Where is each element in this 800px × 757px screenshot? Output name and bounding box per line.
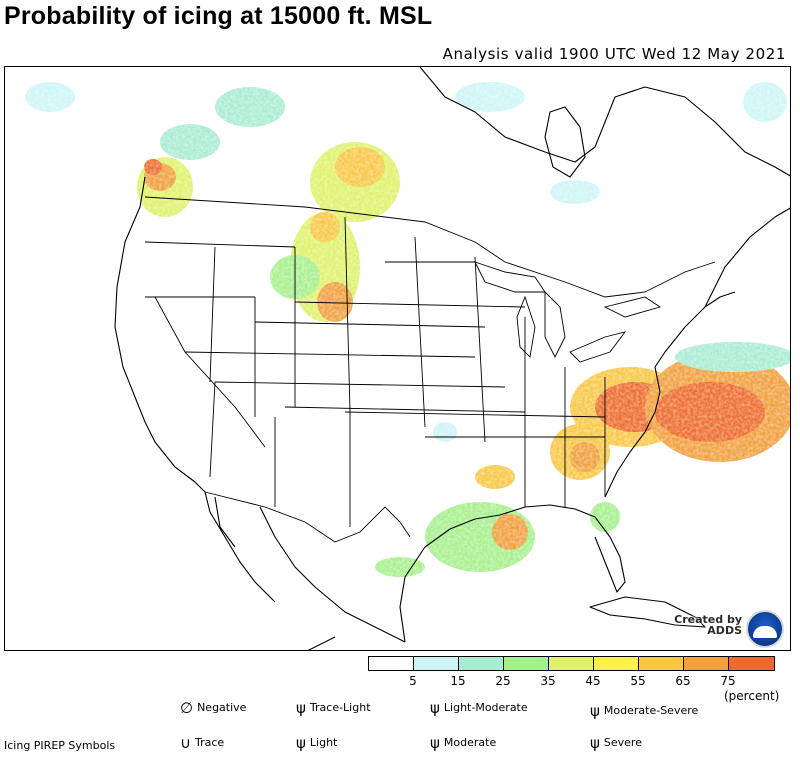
created-by-adds-credit: Created by ADDS — [672, 608, 790, 650]
legend-tick-label: 55 — [630, 674, 646, 688]
legend-tick-label: 65 — [675, 674, 691, 688]
pirep-trace-light: ψ Trace-Light — [296, 699, 371, 717]
pirep-light-moderate: ψ​ Light-Moderate — [430, 699, 528, 717]
credit-text: Created by ADDS — [672, 614, 742, 636]
coastlines-and-borders — [114, 67, 790, 650]
pirep-light: ψ Light — [296, 734, 337, 752]
legend-swatch — [414, 657, 459, 670]
legend-tick-label: 75 — [720, 674, 736, 688]
legend-tick-label: 5 — [409, 674, 417, 688]
moderate-severe-icing-icon: ψ — [590, 702, 600, 720]
legend-tick-label: 45 — [585, 674, 601, 688]
legend-swatch — [729, 657, 774, 670]
light-icing-icon: ψ — [296, 734, 306, 752]
analysis-valid-time: Analysis valid 1900 UTC Wed 12 May 2021 — [442, 45, 786, 63]
legend-swatch — [594, 657, 639, 670]
legend-tick-label: 15 — [450, 674, 466, 688]
map-title: Probability of icing at 15000 ft. MSL — [4, 2, 433, 30]
legend-swatch — [369, 657, 414, 670]
pirep-severe-label: Severe — [603, 736, 642, 749]
trace-icing-icon: ∪ — [180, 734, 191, 752]
map-canvas: Created by ADDS — [5, 67, 790, 650]
severe-icing-icon: ψ — [590, 734, 600, 752]
probability-color-legend — [368, 656, 775, 671]
legend-swatch — [459, 657, 504, 670]
noaa-logo-icon — [746, 610, 784, 648]
legend-swatch — [684, 657, 729, 670]
state-and-country-borders — [144, 196, 716, 543]
pirep-moderate-severe-label: Moderate-Severe — [603, 704, 699, 717]
legend-swatch — [639, 657, 684, 670]
pirep-caption: Icing PIREP Symbols — [4, 739, 116, 752]
legend-tick-label: 25 — [495, 674, 511, 688]
pirep-trace-label: Trace — [194, 736, 225, 749]
pirep-severe: ψ Severe — [590, 734, 642, 752]
pirep-moderate: ψ Moderate — [430, 734, 496, 752]
pirep-negative: ∅ Negative — [180, 699, 246, 717]
trace-light-icing-icon: ψ — [296, 699, 306, 717]
pirep-light-moderate-label: Light-Moderate — [443, 701, 528, 714]
credit-line-1: Created by — [674, 613, 742, 626]
icing-map: Created by ADDS — [4, 66, 791, 651]
pirep-moderate-severe: ψ Moderate-Severe — [590, 702, 698, 720]
moderate-icing-icon: ψ — [430, 734, 440, 752]
legend-swatch — [504, 657, 549, 670]
pirep-light-label: Light — [309, 736, 338, 749]
legend-swatch — [549, 657, 594, 670]
pirep-negative-label: Negative — [197, 701, 247, 714]
pirep-moderate-label: Moderate — [443, 736, 497, 749]
legend-unit: (percent) — [724, 689, 780, 703]
legend-tick-label: 35 — [540, 674, 556, 688]
credit-line-2: ADDS — [707, 624, 742, 637]
light-moderate-icing-icon: ψ​ — [430, 699, 440, 717]
negative-icing-icon: ∅ — [180, 699, 194, 717]
pirep-trace: ∪ Trace — [180, 734, 224, 752]
pirep-trace-light-label: Trace-Light — [309, 701, 371, 714]
